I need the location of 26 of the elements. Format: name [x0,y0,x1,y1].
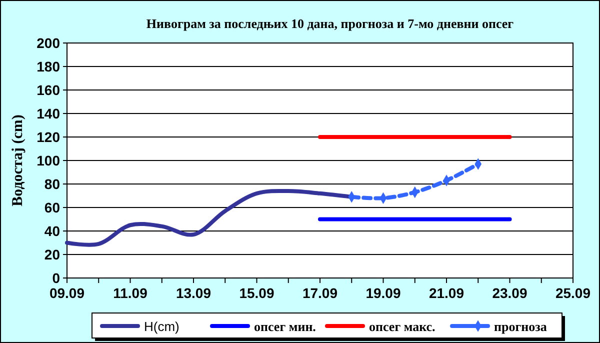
y-tick-label: 200 [36,35,60,51]
x-tick-label: 13.09 [176,285,212,301]
legend-label: H(cm) [144,319,180,334]
x-tick-label: 17.09 [302,285,338,301]
y-tick-label: 0 [52,270,60,286]
y-tick-label: 120 [36,129,60,145]
x-tick-label: 21.09 [428,285,464,301]
y-tick-label: 80 [44,176,60,192]
y-tick-label: 100 [36,152,60,168]
y-tick-label: 20 [44,246,60,262]
x-tick-label: 15.09 [239,285,274,301]
x-tick-label: 11.09 [113,285,148,301]
y-tick-label: 180 [36,58,60,74]
x-tick-label: 09.09 [49,285,85,301]
x-tick-label: 23.09 [492,285,528,301]
y-tick-label: 60 [44,200,60,216]
legend-label: опсег макс. [369,319,436,334]
x-tick-label: 19.09 [366,285,401,301]
legend-label: опсег мин. [254,319,316,334]
x-tick-label: 25.09 [555,285,591,301]
legend-label: прогноза [494,319,548,334]
y-tick-label: 40 [44,223,60,239]
chart-title: Нивограм за последњих 10 дана, прогноза и 7-мо дневни опсег [146,16,514,31]
y-tick-label: 160 [36,82,60,98]
y-tick-label: 140 [36,106,60,122]
y-axis-title: Водостај (cm) [10,114,26,206]
